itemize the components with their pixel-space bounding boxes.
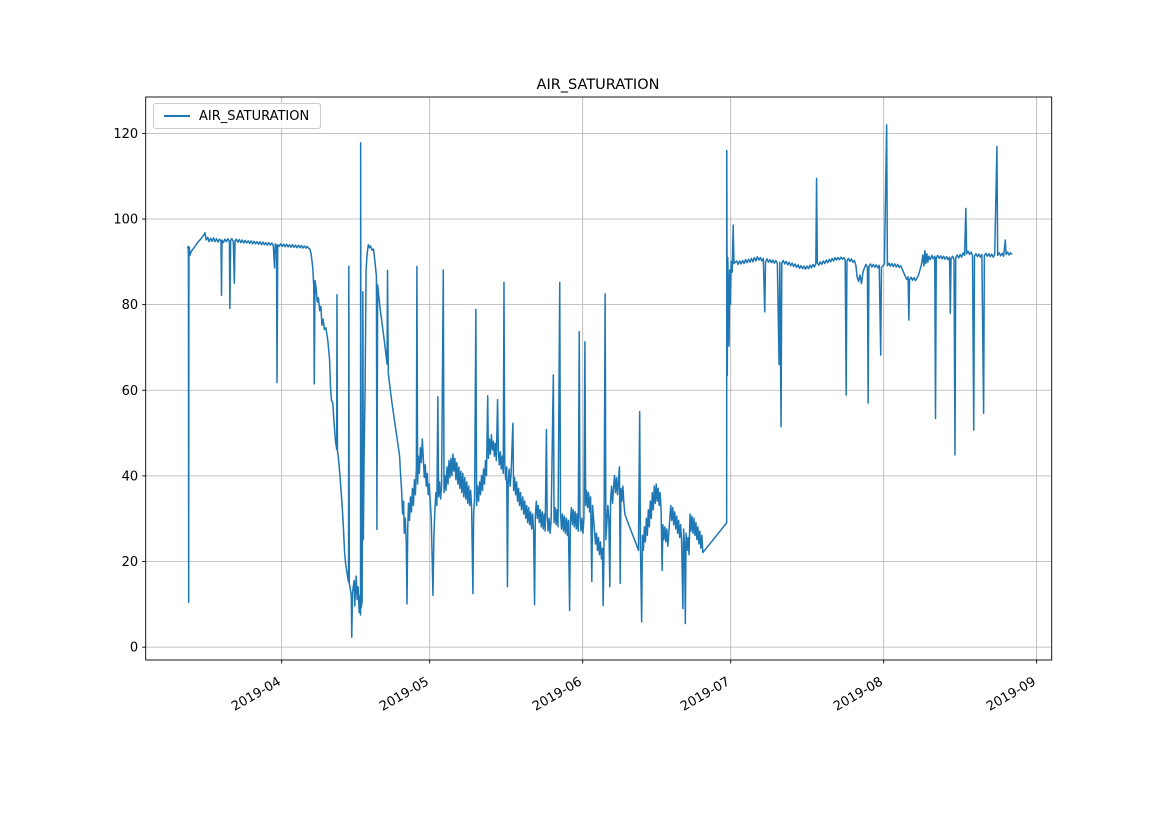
- x-tick-label: 2019-07: [678, 674, 733, 714]
- x-tick-label: 2019-06: [530, 674, 585, 714]
- series-line-AIR_SATURATION: [186, 124, 1013, 639]
- legend: AIR_SATURATION: [153, 103, 322, 129]
- y-tick-label: 120: [113, 127, 138, 142]
- axes-frame: [145, 96, 1053, 661]
- y-tick-label: 60: [122, 384, 139, 399]
- y-tick-label: 80: [122, 298, 139, 313]
- chart-title: AIR_SATURATION: [536, 77, 660, 93]
- x-tick-label: 2019-04: [229, 674, 284, 714]
- legend-line-swatch-icon: [164, 115, 190, 117]
- x-tick-label: 2019-08: [831, 674, 886, 714]
- y-tick-label: 100: [113, 213, 138, 228]
- x-tick-label: 2019-05: [377, 674, 432, 714]
- x-tick-label: 2019-09: [984, 674, 1039, 714]
- legend-label: AIR_SATURATION: [199, 108, 310, 124]
- y-tick-label: 40: [122, 469, 139, 484]
- y-tick-label: 0: [130, 641, 138, 656]
- y-tick-label: 20: [122, 555, 139, 570]
